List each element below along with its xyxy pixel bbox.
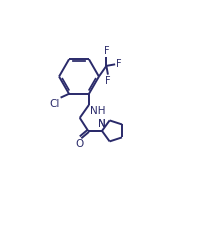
Text: F: F [104,46,109,56]
Text: NH: NH [90,106,106,116]
Text: F: F [105,76,111,86]
Text: F: F [116,59,122,69]
Text: Cl: Cl [49,99,59,109]
Text: O: O [75,139,83,149]
Text: N: N [98,119,106,129]
Text: N: N [98,119,105,129]
